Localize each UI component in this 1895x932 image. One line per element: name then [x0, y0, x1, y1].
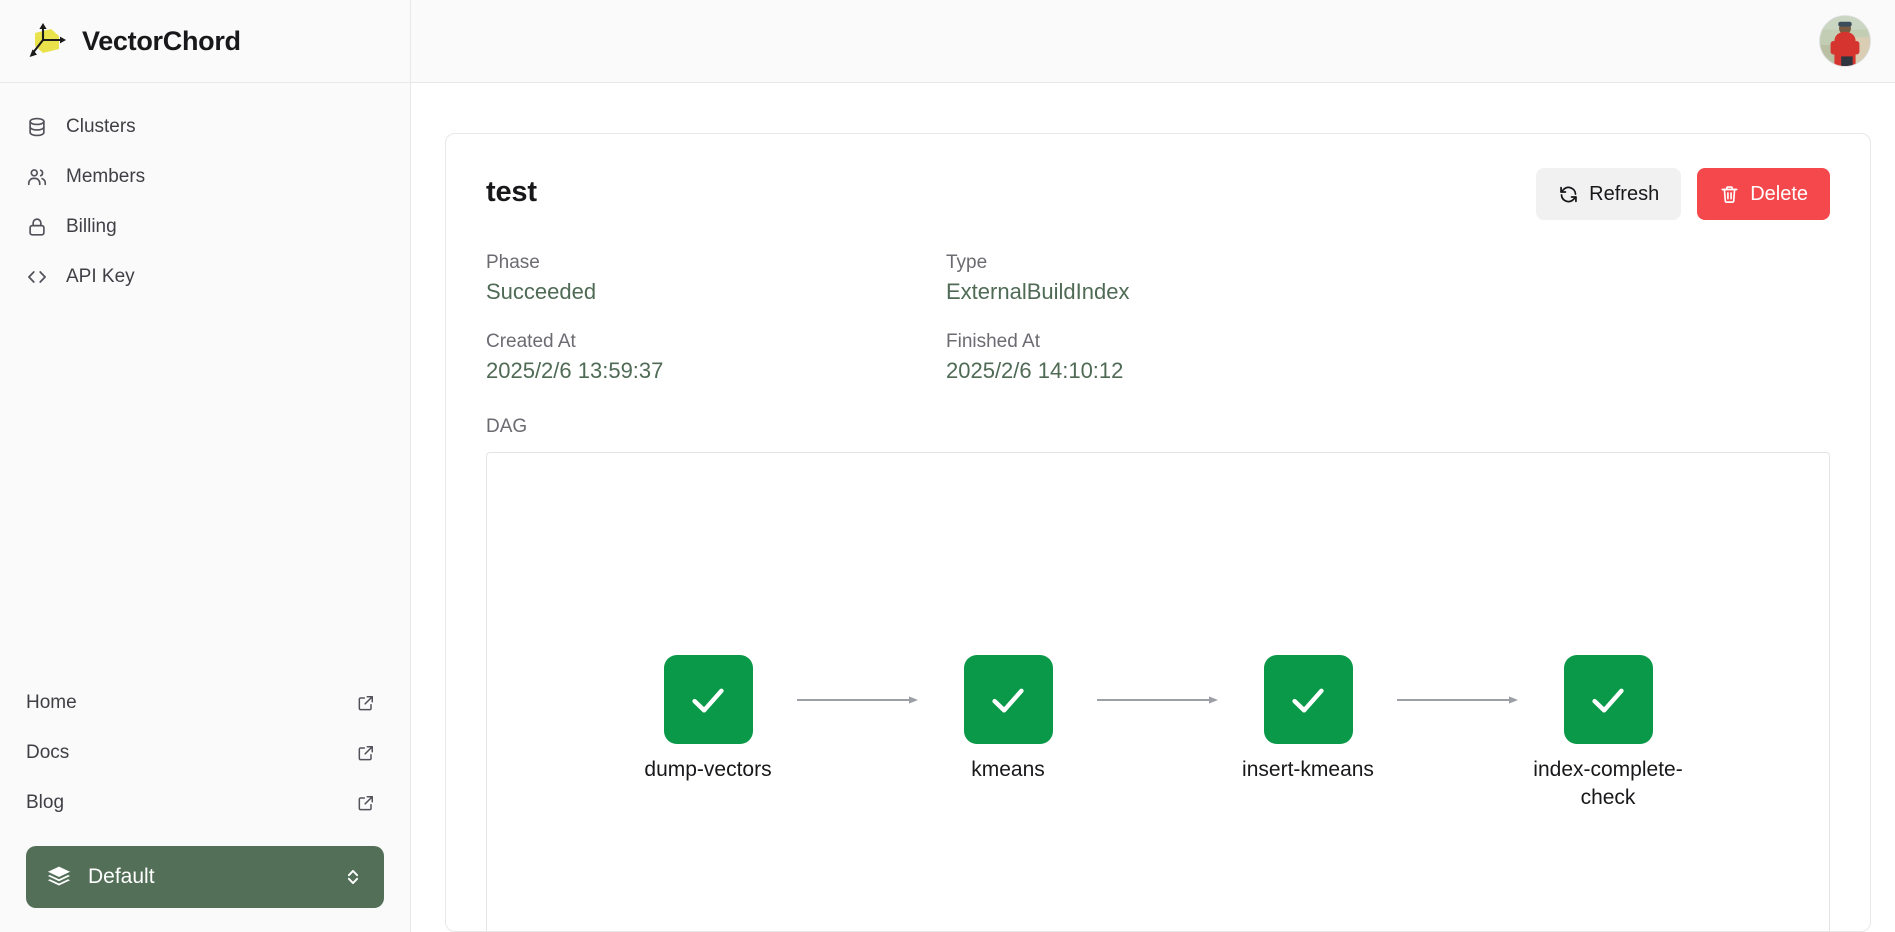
external-link-icon [358, 796, 373, 811]
dag-panel[interactable]: dump-vectors [486, 452, 1830, 931]
vectorchord-cube-axes-logo [29, 23, 66, 57]
check-icon [1592, 688, 1624, 713]
meta-field-phase: Phase Succeeded [486, 252, 946, 305]
avatar-photo [1820, 16, 1870, 66]
trash-icon [1721, 185, 1738, 203]
chevron-up-down-icon [347, 869, 359, 885]
sidebar-link-home[interactable]: Home [0, 678, 410, 728]
dag-node-box[interactable] [1563, 655, 1653, 744]
database-icon [29, 117, 45, 137]
dag-graph: dump-vectors [487, 655, 1829, 813]
code-brackets-icon [28, 271, 46, 283]
sidebar-item-api-key[interactable]: API Key [0, 252, 410, 302]
job-meta-grid: Phase Succeeded Type ExternalBuildIndex … [486, 252, 1830, 384]
meta-value: ExternalBuildIndex [946, 279, 1130, 304]
brand[interactable]: VectorChord [0, 0, 410, 83]
dag-node-box[interactable] [1263, 655, 1353, 744]
sidebar-link-blog[interactable]: Blog [0, 778, 410, 828]
sidebar-spacer [0, 302, 410, 678]
meta-field-created-at: Created At 2025/2/6 13:59:37 [486, 331, 946, 384]
sidebar-item-label: Clusters [66, 116, 136, 137]
external-links-nav: Home Docs Blog [0, 678, 410, 846]
refresh-icon [1560, 186, 1577, 202]
content-area: test Refresh [411, 83, 1895, 932]
meta-field-finished-at: Finished At 2025/2/6 14:10:12 [946, 331, 1830, 384]
sidebar: VectorChord Clusters Members [0, 0, 411, 932]
dag-edge [1097, 655, 1219, 744]
arrow-right-icon [797, 695, 918, 704]
sidebar-item-label: Members [66, 166, 146, 187]
top-bar [411, 0, 1895, 83]
users-icon [27, 169, 47, 186]
delete-button-label: Delete [1750, 182, 1808, 205]
avatar[interactable] [1819, 15, 1871, 67]
sidebar-item-clusters[interactable]: Clusters [0, 102, 410, 152]
dag-node-label: insert-kmeans [1242, 758, 1374, 781]
layers-icon [47, 866, 71, 886]
sidebar-link-label: Docs [26, 742, 70, 763]
meta-label: Type [946, 252, 988, 273]
meta-value: 2025/2/6 13:59:37 [486, 358, 664, 383]
action-buttons: Refresh Delete [1536, 168, 1830, 220]
dag-node-box[interactable] [663, 655, 753, 744]
brand-name: VectorChord [82, 25, 241, 56]
meta-label: Created At [486, 331, 576, 352]
workspace-label: Default [88, 865, 155, 888]
dag-node-insert-kmeans: insert-kmeans [1219, 655, 1397, 784]
check-icon [1292, 688, 1324, 713]
meta-field-type: Type ExternalBuildIndex [946, 252, 1830, 305]
workspace-selector[interactable]: Default [26, 846, 384, 908]
sidebar-item-label: Billing [66, 216, 117, 237]
external-link-icon [358, 746, 373, 761]
meta-label: Finished At [946, 331, 1040, 352]
sidebar-link-label: Home [26, 692, 77, 713]
sidebar-link-docs[interactable]: Docs [0, 728, 410, 778]
dag-node-kmeans: kmeans [919, 655, 1097, 784]
dag-node-dump-vectors: dump-vectors [619, 655, 797, 784]
check-icon [992, 688, 1024, 713]
delete-button[interactable]: Delete [1697, 168, 1830, 220]
dag-section-label: DAG [486, 416, 528, 437]
refresh-button-label: Refresh [1589, 182, 1660, 205]
dag-node-box[interactable] [963, 655, 1053, 744]
check-icon [692, 688, 724, 713]
meta-value: Succeeded [486, 279, 597, 304]
primary-nav: Clusters Members Billing [0, 83, 410, 302]
card-header: test Refresh [486, 168, 1830, 220]
arrow-right-icon [1397, 695, 1518, 704]
refresh-button[interactable]: Refresh [1536, 168, 1682, 220]
sidebar-item-label: API Key [66, 266, 135, 287]
page-title: test [486, 176, 537, 208]
meta-label: Phase [486, 252, 540, 273]
sidebar-item-billing[interactable]: Billing [0, 202, 410, 252]
main-area: test Refresh [411, 0, 1895, 932]
dag-edge [797, 655, 919, 744]
job-detail-card: test Refresh [445, 133, 1871, 932]
lock-icon [29, 218, 45, 236]
meta-value: 2025/2/6 14:10:12 [946, 358, 1124, 383]
dag-node-index-complete-check: index-complete-check [1519, 655, 1697, 813]
dag-node-label: kmeans [971, 758, 1045, 781]
sidebar-item-members[interactable]: Members [0, 152, 410, 202]
external-link-icon [358, 696, 373, 711]
arrow-right-icon [1097, 695, 1218, 704]
sidebar-link-label: Blog [26, 792, 65, 813]
dag-edge [1397, 655, 1519, 744]
dag-node-label: index-complete-check [1533, 758, 1683, 810]
dag-node-label: dump-vectors [644, 758, 772, 781]
